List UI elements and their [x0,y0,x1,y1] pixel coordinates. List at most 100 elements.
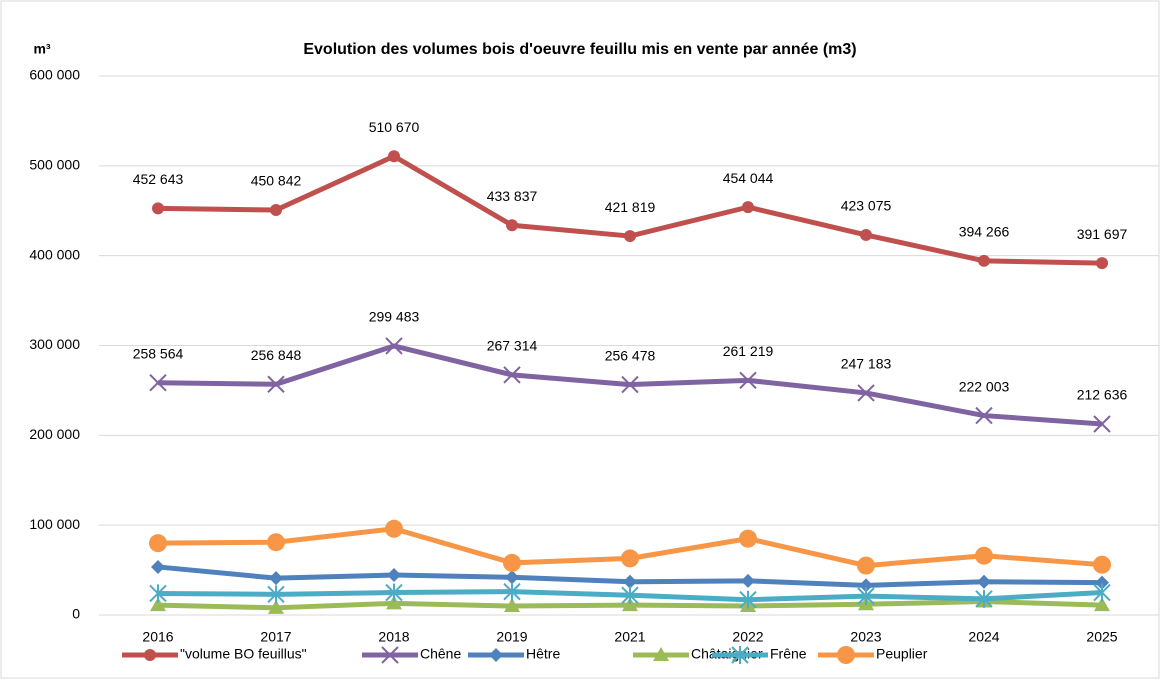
marker-part [739,371,757,390]
marker-part [742,201,754,214]
data-label: 421 819 [605,199,656,215]
marker [621,586,639,605]
marker-part [621,549,639,568]
marker-part [503,366,521,384]
x-tick-label: 2024 [968,629,999,645]
x-tick-label: 2019 [496,629,527,645]
marker [739,529,757,548]
marker [857,556,875,575]
marker [506,219,518,232]
marker-part [741,573,755,588]
marker [975,589,993,608]
marker [385,519,403,538]
marker [1093,415,1111,433]
marker-part [739,529,757,548]
marker-part [270,203,282,216]
marker-part [857,384,875,402]
legend-marker [731,646,749,664]
marker [624,230,636,243]
marker [1095,575,1109,590]
marker [152,202,164,215]
marker-part [975,546,993,565]
x-tick-label: 2023 [850,629,881,645]
marker-part [388,150,400,163]
marker [149,584,167,603]
marker [1096,257,1108,270]
marker-part [1095,575,1109,590]
y-axis-label: m³ [33,41,50,57]
marker-part [151,559,165,574]
data-label: 433 837 [487,188,538,204]
legend-marker [653,647,669,661]
data-label: 299 483 [369,309,420,325]
legend-marker [144,649,156,661]
legend-label: Frêne [770,646,807,662]
marker-part [624,230,636,243]
data-label: 391 697 [1077,226,1128,242]
y-tick-label: 500 000 [29,157,80,173]
marker-part [149,374,167,392]
marker-part [149,534,167,553]
marker [739,590,757,609]
marker [150,597,166,612]
marker [978,254,990,267]
marker [1093,583,1111,602]
marker [267,533,285,552]
marker-part [387,568,401,583]
marker-part [150,597,166,612]
marker [975,546,993,565]
marker-part [144,649,156,661]
y-tick-label: 100 000 [29,516,80,532]
marker-part [1094,597,1110,612]
legend-label: "volume BO feuillus" [180,646,307,662]
data-label: 256 848 [251,347,302,363]
marker-part [385,337,403,355]
data-label: 423 075 [841,198,892,214]
marker-part [381,646,399,664]
marker [388,150,400,163]
data-label: 222 003 [959,378,1010,394]
marker [857,384,875,402]
marker-part [860,228,872,241]
marker [857,587,875,606]
marker [503,582,521,601]
marker-part [859,578,873,593]
marker-part [977,574,991,589]
marker [149,534,167,553]
marker [503,553,521,572]
marker-part [269,571,283,586]
marker-part [489,648,503,662]
marker-part [267,533,285,552]
marker [1093,555,1111,574]
y-tick-label: 0 [72,606,80,622]
marker-part [837,646,855,664]
data-label: 261 219 [723,343,774,359]
marker-part [152,202,164,215]
marker-part [267,375,285,393]
marker-part [653,647,669,661]
marker-part [386,595,402,610]
data-label: 247 183 [841,356,892,372]
marker [621,549,639,568]
marker-part [385,519,403,538]
marker-part [504,598,520,613]
y-tick-label: 600 000 [29,67,80,83]
data-label: 454 044 [723,170,774,186]
legend-marker [837,646,855,664]
x-tick-label: 2017 [260,629,291,645]
marker [267,585,285,604]
marker-part [506,219,518,232]
marker [742,201,754,214]
legend-label: Chêne [420,646,461,662]
y-tick-label: 300 000 [29,336,80,352]
marker [386,595,402,610]
marker [977,574,991,589]
x-tick-label: 2022 [732,629,763,645]
marker [504,598,520,613]
x-tick-label: 2018 [378,629,409,645]
marker [151,559,165,574]
x-tick-label: 2025 [1086,629,1117,645]
legend-label: Peuplier [876,646,928,662]
marker [505,570,519,585]
